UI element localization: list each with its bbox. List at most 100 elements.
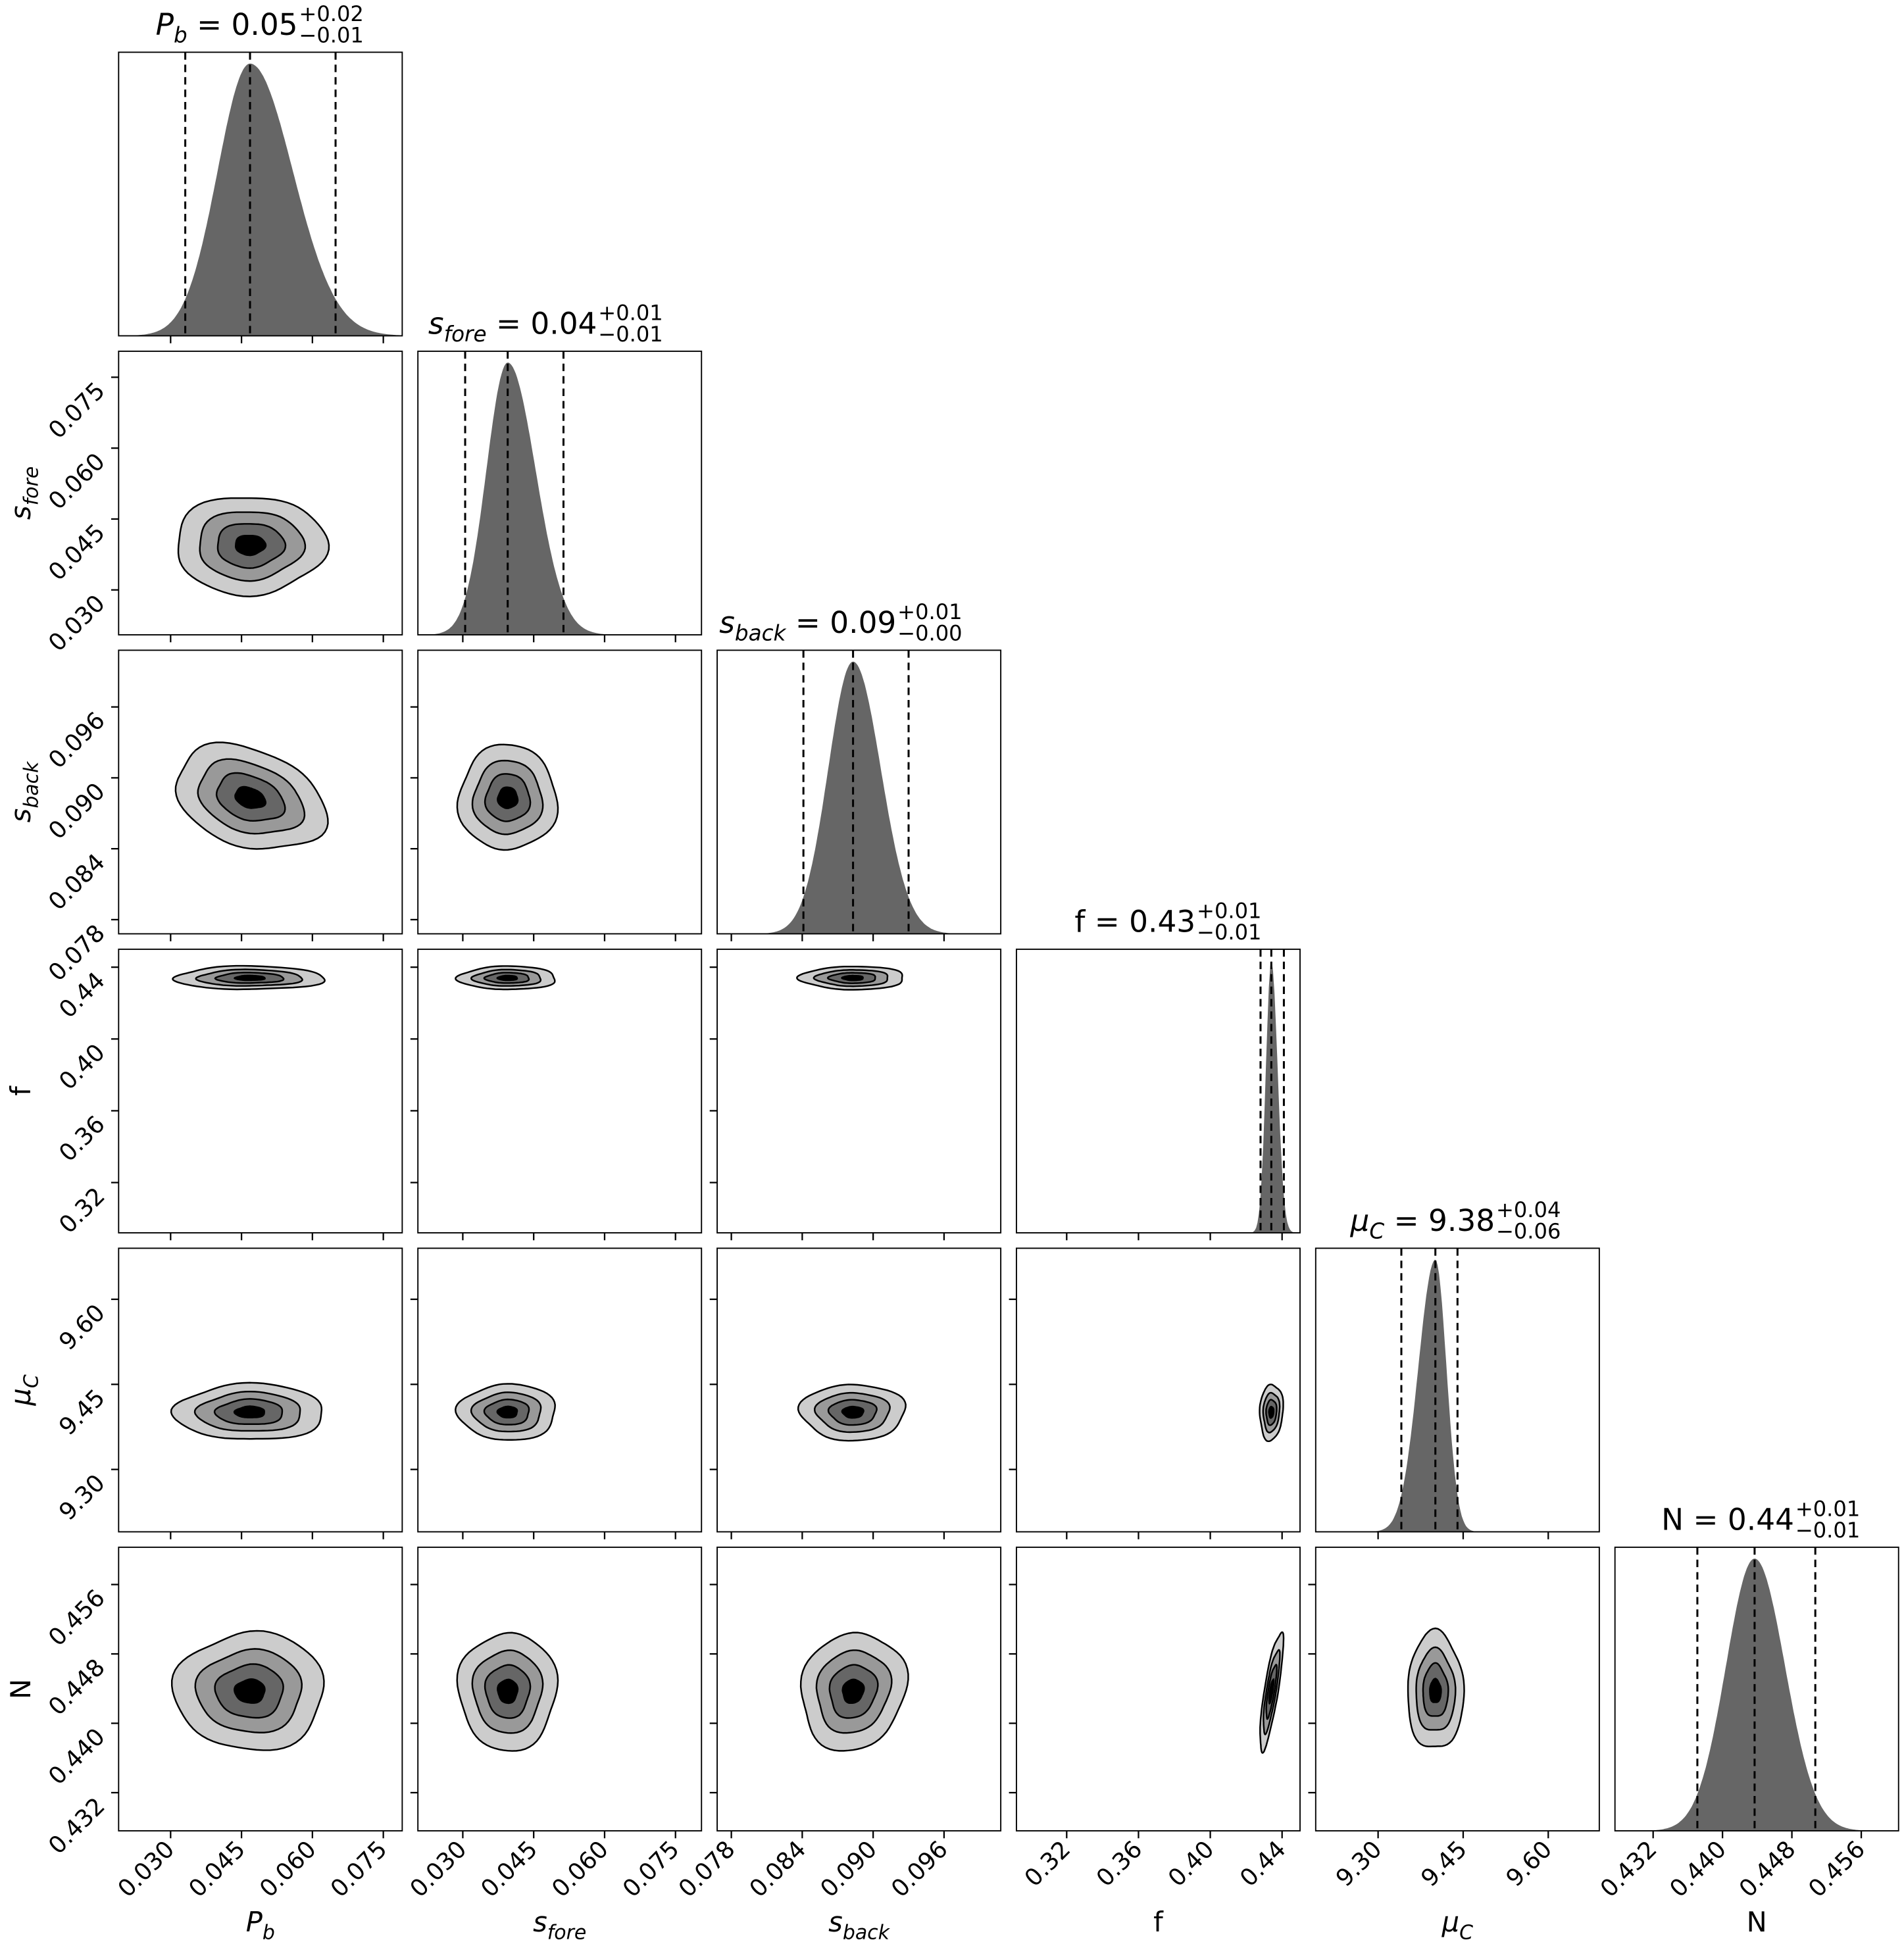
contour-panel-s_back-vs-mu_C (709, 1247, 1002, 1539)
x-axis-label-s_fore-symbol: s (533, 1906, 547, 1938)
histogram-fill (717, 661, 1001, 934)
panel-frame (1315, 1546, 1600, 1832)
panel-frame (417, 350, 703, 636)
panel-frame (118, 649, 403, 935)
y-axis-label-s_fore-symbol: s (5, 505, 37, 520)
y-tick-label: 0.448 (43, 1654, 111, 1721)
title-lower-error: −0.01 (598, 322, 663, 347)
x-tick-label: 0.075 (326, 1836, 393, 1903)
panel-frame (417, 948, 703, 1234)
panel-frame (1315, 1247, 1600, 1533)
panel-title-symbol: N (1661, 1502, 1684, 1537)
panel-title: N = 0.44 (1661, 1502, 1794, 1537)
y-tick-label: 0.030 (43, 590, 111, 657)
contour-level-4 (234, 974, 266, 982)
y-tick-label: 0.432 (43, 1793, 111, 1860)
histogram-fill (1615, 1558, 1899, 1831)
contour-panel-mu_C-vs-N: 9.30 9.45 9.60 (1308, 1546, 1600, 1893)
panel-frame (118, 350, 403, 636)
y-axis-label-s_fore: sfore (5, 466, 43, 520)
x-tick-label: 0.456 (1803, 1836, 1870, 1903)
panel-title-subscript: fore (444, 322, 487, 347)
histogram-panel-mu_C: μC = 9.38 +0.04−0.06 (1315, 1197, 1600, 1539)
histogram-fill (418, 362, 702, 635)
title-upper-error: +0.02 (299, 1, 363, 26)
y-axis-label-f-symbol: f (5, 1085, 37, 1096)
y-tick-label: 0.045 (43, 519, 111, 586)
title-value: = 0.09 (786, 605, 896, 640)
y-axis-label-N-symbol: N (5, 1679, 37, 1699)
x-tick-label: 0.36 (1091, 1836, 1148, 1893)
x-tick-label: 0.030 (113, 1836, 180, 1903)
x-axis-label-s_back-symbol: s (828, 1906, 843, 1938)
title-lower-error: −0.01 (299, 22, 363, 47)
x-tick-label: 0.432 (1595, 1836, 1663, 1903)
title-value: = 0.44 (1684, 1502, 1794, 1537)
y-tick-label: 0.090 (43, 778, 111, 845)
y-tick-label: 9.45 (54, 1384, 111, 1441)
y-axis-label-mu_C-symbol: μ (5, 1388, 37, 1406)
x-axis-label-P_b-subscript: b (263, 1921, 275, 1944)
title-lower-error: −0.01 (1197, 920, 1261, 945)
panel-title-symbol: f (1074, 904, 1086, 939)
x-tick-label: 0.078 (674, 1836, 741, 1903)
x-axis-label-mu_C-subscript: C (1459, 1921, 1473, 1944)
y-axis-label-f: f (5, 1085, 37, 1096)
panel-frame (118, 1247, 403, 1533)
y-tick-label: 0.40 (54, 1039, 111, 1095)
panel-frame (1015, 1247, 1301, 1533)
contour-level-4 (1268, 1678, 1275, 1705)
x-tick-label: 0.030 (405, 1836, 472, 1903)
panel-frame (118, 51, 403, 337)
contour-panel-s_back-vs-f (709, 948, 1002, 1241)
histogram-panel-s_fore: sfore = 0.04 +0.01−0.01 (417, 301, 703, 643)
x-tick-label: 0.045 (184, 1836, 251, 1903)
y-tick-label: 0.084 (43, 849, 111, 916)
title-upper-error: +0.01 (1795, 1497, 1860, 1522)
panel-title: sback = 0.09 (719, 605, 896, 645)
title-value: = 9.38 (1384, 1203, 1495, 1238)
panel-title-subscript: back (735, 620, 787, 645)
x-axis-label-mu_C-symbol: μ (1441, 1906, 1459, 1938)
title-lower-error: −0.01 (1795, 1518, 1860, 1543)
histogram-panel-P_b: Pb = 0.05 +0.02−0.01 (118, 1, 403, 343)
panel-title: sfore = 0.04 (428, 306, 597, 346)
panel-frame (716, 649, 1002, 935)
y-tick-label: 0.096 (43, 707, 111, 774)
y-axis-label-mu_C-subscript: C (20, 1374, 43, 1388)
y-tick-label: 0.36 (54, 1110, 111, 1167)
panel-frame (417, 1247, 703, 1533)
panel-frame (716, 1546, 1002, 1832)
x-tick-label: 9.45 (1416, 1836, 1472, 1893)
y-axis-label-s_fore-subscript: fore (20, 466, 43, 506)
x-tick-label: 0.40 (1163, 1836, 1220, 1893)
y-axis-label-s_back-subscript: back (20, 760, 43, 809)
histogram-fill (118, 63, 403, 336)
panel-frame (1614, 1546, 1899, 1832)
title-upper-error: +0.04 (1496, 1197, 1561, 1222)
x-tick-label: 9.30 (1331, 1836, 1388, 1893)
title-upper-error: +0.01 (897, 599, 962, 624)
x-axis-label-s_back-subscript: back (843, 1921, 891, 1944)
contour-level-4 (496, 1405, 518, 1419)
x-axis-label-f: f (1153, 1906, 1164, 1938)
histogram-panel-N: N = 0.44 +0.01−0.01 0.432 0.440 0.448 0.456 (1595, 1497, 1899, 1903)
panel-frame (716, 1247, 1002, 1533)
panel-frame (716, 948, 1002, 1234)
contour-panel-s_back-vs-N: 0.078 0.084 0.090 0.096 (674, 1546, 1002, 1903)
y-axis-label-N: N (5, 1679, 37, 1699)
x-axis-label-f-symbol: f (1153, 1906, 1164, 1938)
y-tick-label: 9.60 (54, 1299, 111, 1356)
x-axis-label-N: N (1747, 1906, 1767, 1938)
contour-panel-f-vs-N: 0.32 0.36 0.40 0.44 (1009, 1546, 1301, 1893)
x-tick-label: 0.060 (255, 1836, 322, 1903)
x-tick-label: 0.090 (815, 1836, 882, 1903)
contour-level-4 (1429, 1678, 1442, 1703)
contour-level-4 (234, 1678, 266, 1704)
contour-level-4 (497, 786, 519, 809)
y-axis-label-s_back-symbol: s (5, 809, 37, 823)
